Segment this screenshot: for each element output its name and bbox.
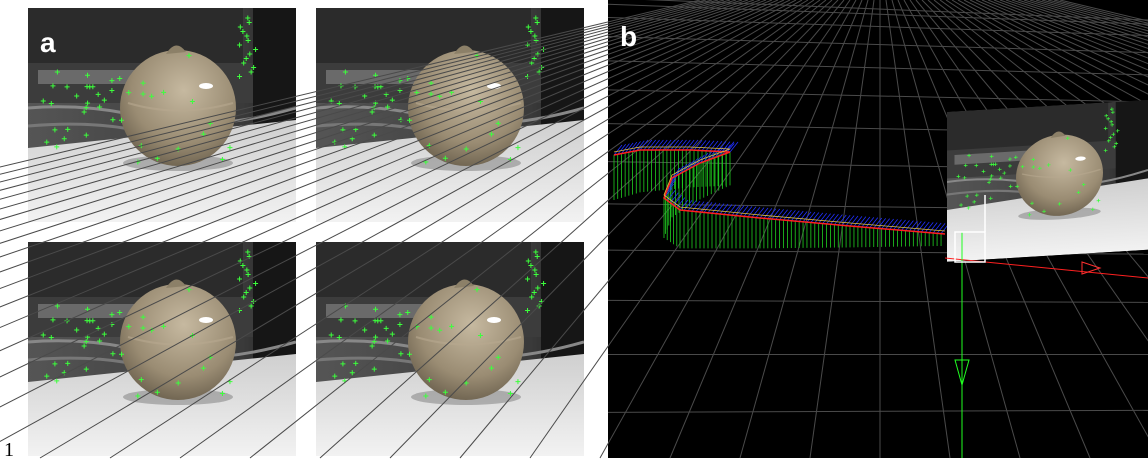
figure: a b 1 xyxy=(0,0,1148,460)
page: {"panel_a": {"label": "a"}, "panel_b": {… xyxy=(0,0,1148,460)
panel-label: b xyxy=(620,21,637,52)
panel-label: a xyxy=(40,27,56,58)
page-number: 1 xyxy=(4,439,14,460)
frame-image xyxy=(316,242,584,456)
camera-frame xyxy=(947,100,1148,262)
